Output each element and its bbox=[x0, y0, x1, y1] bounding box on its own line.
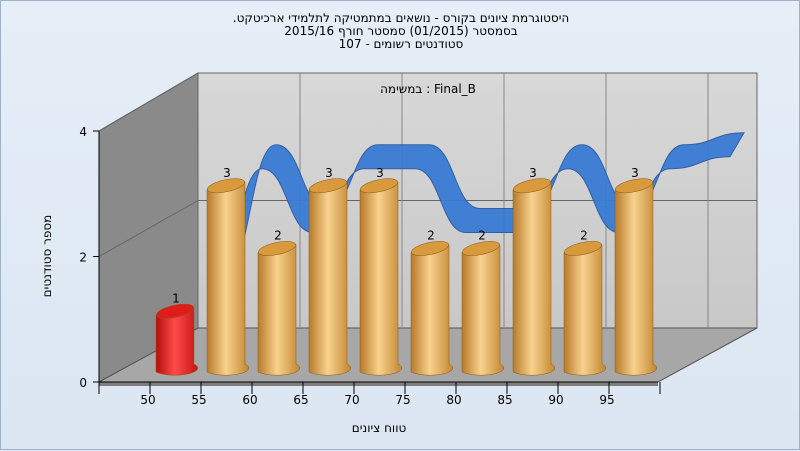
bar-body bbox=[563, 244, 607, 376]
trend-band bbox=[210, 132, 745, 297]
bar-value-label: 3 bbox=[376, 166, 384, 180]
bar: 2 bbox=[257, 229, 301, 376]
x-axis-title: טווח ציונים bbox=[352, 421, 407, 435]
bar-value-label: 1 bbox=[172, 291, 180, 305]
x-tick-label: 85 bbox=[497, 393, 512, 407]
bars: 1 3 2 3 3 2 2 3 2 3 bbox=[155, 166, 658, 376]
series-label: Final_B : במשימה bbox=[380, 82, 476, 96]
x-tick-label: 75 bbox=[395, 393, 410, 407]
bar-cap bbox=[513, 178, 551, 194]
bar: 3 bbox=[359, 166, 403, 376]
bar-value-label: 2 bbox=[427, 229, 435, 243]
axes: 0 2 4 50 55 60 65 70 75 80 85 90 95 bbox=[79, 125, 661, 407]
bar-body bbox=[155, 306, 199, 376]
bar-cap bbox=[258, 241, 296, 256]
bar-body bbox=[512, 181, 556, 376]
bar-cap bbox=[309, 178, 347, 194]
bar-value-label: 3 bbox=[325, 166, 333, 180]
y-tick-label: 4 bbox=[79, 125, 87, 139]
x-tick-label: 65 bbox=[293, 393, 308, 407]
bar: 1 bbox=[155, 291, 199, 376]
chart-title-line-2: בסמסטר (01/2015) סמסטר חורף 2015/16 bbox=[284, 24, 518, 38]
y-tick-label: 2 bbox=[79, 251, 87, 265]
chart-title-line-3: סטודנטים רשומים - 107 bbox=[338, 37, 464, 51]
bar-body bbox=[359, 181, 403, 376]
bar-cap bbox=[207, 178, 245, 194]
bar: 2 bbox=[410, 229, 454, 376]
bar-cap bbox=[360, 178, 398, 194]
bar-value-label: 3 bbox=[223, 166, 231, 180]
bar-cap bbox=[411, 241, 449, 256]
bar-cap bbox=[615, 178, 653, 194]
bar: 3 bbox=[308, 166, 352, 376]
x-tick-label: 50 bbox=[140, 393, 155, 407]
bar-body bbox=[614, 181, 658, 376]
grid bbox=[98, 72, 757, 328]
bar: 3 bbox=[512, 166, 556, 376]
grid-line-side bbox=[98, 200, 199, 257]
x-tick-label: 95 bbox=[599, 393, 614, 407]
bar-cap bbox=[564, 241, 602, 256]
x-tick-label: 90 bbox=[548, 393, 563, 407]
chart-title-line-1: היסטוגרמת ציונים בקורס - נושאים במתמטיקה… bbox=[232, 11, 570, 25]
grid-line-side bbox=[98, 72, 199, 132]
bar-value-label: 3 bbox=[631, 166, 639, 180]
bar-value-label: 2 bbox=[478, 229, 486, 243]
bar-body bbox=[257, 244, 301, 376]
bar: 3 bbox=[206, 166, 250, 376]
bar: 2 bbox=[563, 229, 607, 376]
bar-cap bbox=[156, 303, 194, 319]
y-tick-label: 0 bbox=[79, 376, 87, 390]
y-axis-title: מספר סטודנטים bbox=[40, 215, 54, 298]
bar-body bbox=[308, 181, 352, 376]
bar-value-label: 2 bbox=[274, 229, 282, 243]
bar-value-label: 2 bbox=[580, 229, 588, 243]
floor-edge bbox=[99, 382, 658, 386]
x-tick-label: 80 bbox=[446, 393, 461, 407]
bar-body bbox=[410, 244, 454, 376]
x-tick-label: 70 bbox=[344, 393, 359, 407]
bar: 3 bbox=[614, 166, 658, 376]
bar-value-label: 3 bbox=[529, 166, 537, 180]
bar-body bbox=[461, 244, 505, 376]
x-tick-label: 55 bbox=[191, 393, 206, 407]
x-tick-label: 60 bbox=[242, 393, 257, 407]
bar-cap bbox=[462, 241, 500, 256]
bar-body bbox=[206, 181, 250, 376]
trend-ribbon bbox=[210, 132, 745, 297]
bar: 2 bbox=[461, 229, 505, 376]
